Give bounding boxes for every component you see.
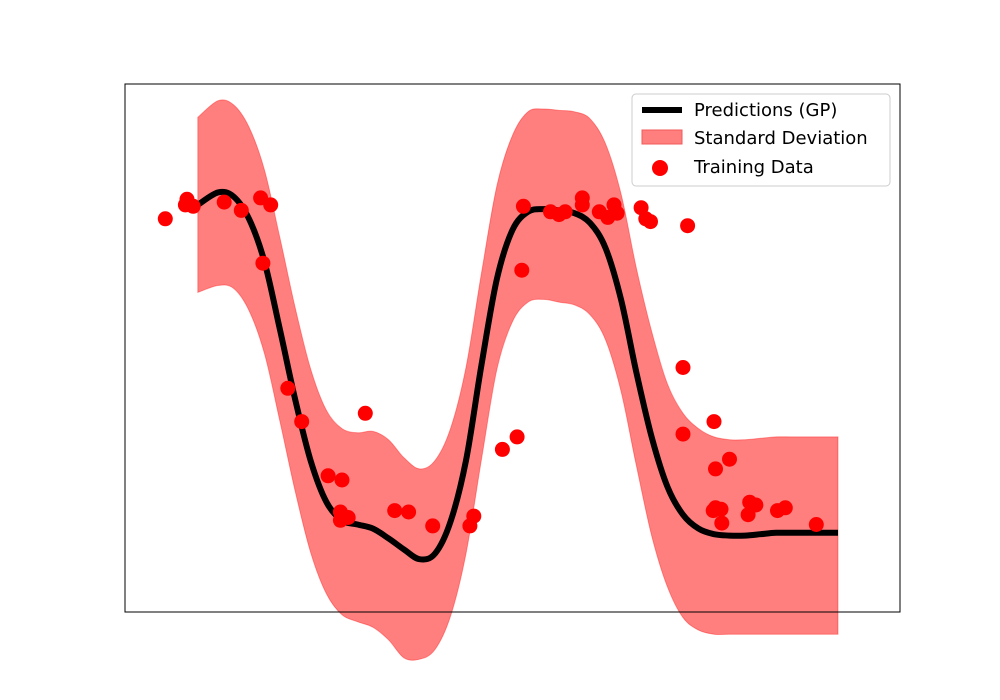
legend-label-std: Standard Deviation — [694, 128, 868, 149]
training-point — [675, 426, 691, 442]
training-point — [714, 515, 730, 531]
training-point — [294, 414, 310, 430]
training-point — [515, 198, 531, 214]
training-point — [216, 194, 232, 210]
training-point — [340, 510, 356, 525]
legend-label-predictions: Predictions (GP) — [694, 100, 837, 121]
training-point — [777, 500, 793, 516]
legend-marker-swatch — [652, 160, 668, 176]
training-point — [675, 360, 691, 375]
training-point — [233, 202, 249, 218]
training-point — [334, 472, 350, 488]
training-point — [255, 255, 271, 271]
training-point — [320, 468, 336, 484]
training-point — [185, 198, 201, 214]
std-band — [197, 99, 839, 661]
training-point — [263, 197, 279, 213]
training-point — [280, 380, 296, 396]
training-point — [708, 461, 723, 477]
training-point — [466, 508, 482, 524]
legend-box — [631, 93, 891, 187]
std-band-layer — [197, 99, 839, 661]
training-point — [574, 197, 590, 213]
training-points-layer — [157, 190, 824, 534]
training-point — [157, 211, 173, 227]
training-point — [387, 503, 403, 519]
training-point — [514, 262, 530, 278]
training-point — [401, 504, 417, 520]
training-point — [557, 204, 573, 220]
training-point — [609, 205, 625, 221]
prediction-line — [196, 188, 838, 563]
prediction-line-layer — [196, 188, 838, 563]
training-point — [713, 501, 729, 517]
legend-band-swatch — [641, 129, 683, 145]
training-point — [706, 414, 722, 430]
training-point — [722, 451, 737, 467]
training-point — [748, 497, 764, 513]
training-point — [808, 517, 824, 532]
training-point — [643, 214, 658, 230]
training-point — [680, 218, 696, 234]
legend-label-training: Training Data — [693, 157, 814, 178]
legend: Predictions (GP) Standard Deviation Trai… — [631, 93, 891, 187]
plot-frame — [124, 83, 901, 613]
training-point — [357, 405, 373, 421]
training-point — [509, 429, 525, 445]
training-point — [494, 441, 510, 457]
training-point — [425, 518, 441, 534]
